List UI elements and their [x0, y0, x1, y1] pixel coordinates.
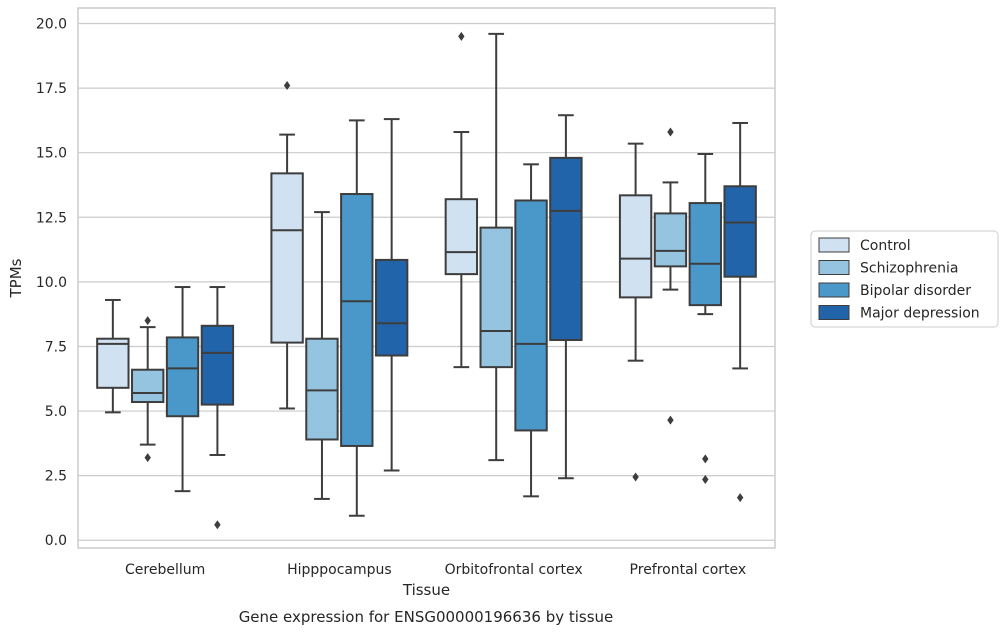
boxes-layer: [96, 31, 757, 530]
box-iqr: [444, 198, 479, 276]
legend-item-schizophrenia: Schizophrenia: [818, 260, 958, 277]
box-iqr: [653, 212, 688, 268]
outlier-point: [702, 454, 709, 464]
x-axis-label: Tissue: [402, 581, 450, 599]
box-iqr: [96, 337, 130, 389]
plot-frame: [77, 7, 776, 549]
legend-box: [810, 230, 999, 328]
box-iqr: [305, 337, 339, 441]
box-iqr: [479, 226, 513, 369]
legend-swatch: [818, 282, 850, 298]
legend-label: Schizophrenia: [860, 261, 958, 277]
box-orbitofrontal-cortex-control: [444, 31, 479, 369]
box-prefrontal-cortex-major-depression: [723, 121, 757, 503]
box-prefrontal-cortex-schizophrenia: [653, 127, 688, 425]
outlier-point: [458, 31, 465, 41]
y-tick-label: 20.0: [36, 17, 67, 33]
box-iqr: [549, 156, 583, 342]
x-tick-label: Orbitofrontal cortex: [445, 562, 583, 578]
box-hipppocampus-schizophrenia: [305, 211, 339, 500]
y-tick-label: 5.0: [45, 404, 67, 420]
box-hipppocampus-major-depression: [374, 118, 409, 472]
box-orbitofrontal-cortex-bipolar-disorder: [514, 163, 548, 498]
legend-swatch: [818, 260, 850, 275]
legend-swatch: [818, 305, 850, 320]
box-hipppocampus-bipolar-disorder: [340, 119, 374, 517]
x-tick-label: Cerebellum: [125, 562, 205, 578]
box-iqr: [165, 336, 200, 418]
y-tick-label: 7.5: [45, 339, 67, 355]
y-tick-label: 15.0: [36, 146, 67, 162]
legend-label: Bipolar disorder: [860, 283, 971, 299]
y-axis-ticks: 0.0 2.5 5.0 7.5 10.0 12.5 15.0 17.5 20.0: [36, 17, 67, 550]
y-tick-label: 12.5: [36, 210, 67, 226]
box-iqr: [618, 194, 653, 299]
chart-caption: Gene expression for ENSG00000196636 by t…: [239, 608, 614, 626]
box-orbitofrontal-cortex-schizophrenia: [479, 32, 513, 462]
legend-label: Control: [860, 238, 911, 254]
x-axis-ticks: Cerebellum Hipppocampus Orbitofrontal cort…: [125, 562, 746, 578]
y-tick-label: 10.0: [36, 275, 67, 291]
box-cerebellum-bipolar-disorder: [165, 286, 200, 493]
legend-item-control: Control: [818, 237, 911, 254]
box-orbitofrontal-cortex-major-depression: [549, 114, 583, 480]
legend: Control Schizophrenia Bipolar disorder Majo…: [810, 230, 999, 328]
box-iqr: [200, 324, 235, 406]
outlier-point: [667, 415, 674, 425]
box-cerebellum-major-depression: [200, 286, 235, 530]
y-axis-label: TPMs: [7, 258, 25, 298]
box-prefrontal-cortex-bipolar-disorder: [688, 152, 722, 485]
outlier-point: [736, 493, 744, 503]
outlier-point: [144, 453, 151, 463]
outlier-point: [214, 520, 221, 530]
outlier-point: [144, 316, 151, 326]
box-hipppocampus-control: [270, 81, 304, 410]
outlier-point: [667, 127, 674, 137]
box-cerebellum-schizophrenia: [131, 316, 165, 463]
x-tick-label: Hipppocampus: [287, 562, 392, 578]
y-tick-label: 17.5: [36, 81, 67, 97]
y-tick-label: 2.5: [45, 469, 67, 485]
box-iqr: [723, 185, 757, 278]
box-iqr: [514, 199, 548, 432]
outlier-point: [702, 475, 709, 485]
box-cerebellum-control: [96, 298, 130, 414]
legend-item-bipolar-disorder: Bipolar disorder: [818, 282, 971, 299]
box-iqr: [688, 202, 722, 307]
box-iqr: [340, 193, 374, 447]
outlier-point: [283, 81, 291, 91]
box-iqr: [131, 368, 165, 404]
box-prefrontal-cortex-control: [618, 142, 653, 482]
legend-item-major-depression: Major depression: [818, 305, 980, 322]
y-tick-label: 0.0: [45, 533, 67, 549]
legend-label: Major depression: [860, 306, 980, 322]
x-tick-label: Prefrontal cortex: [630, 562, 747, 578]
box-iqr: [270, 172, 304, 344]
box-iqr: [374, 258, 409, 357]
legend-swatch: [818, 237, 850, 253]
outlier-point: [632, 472, 639, 482]
